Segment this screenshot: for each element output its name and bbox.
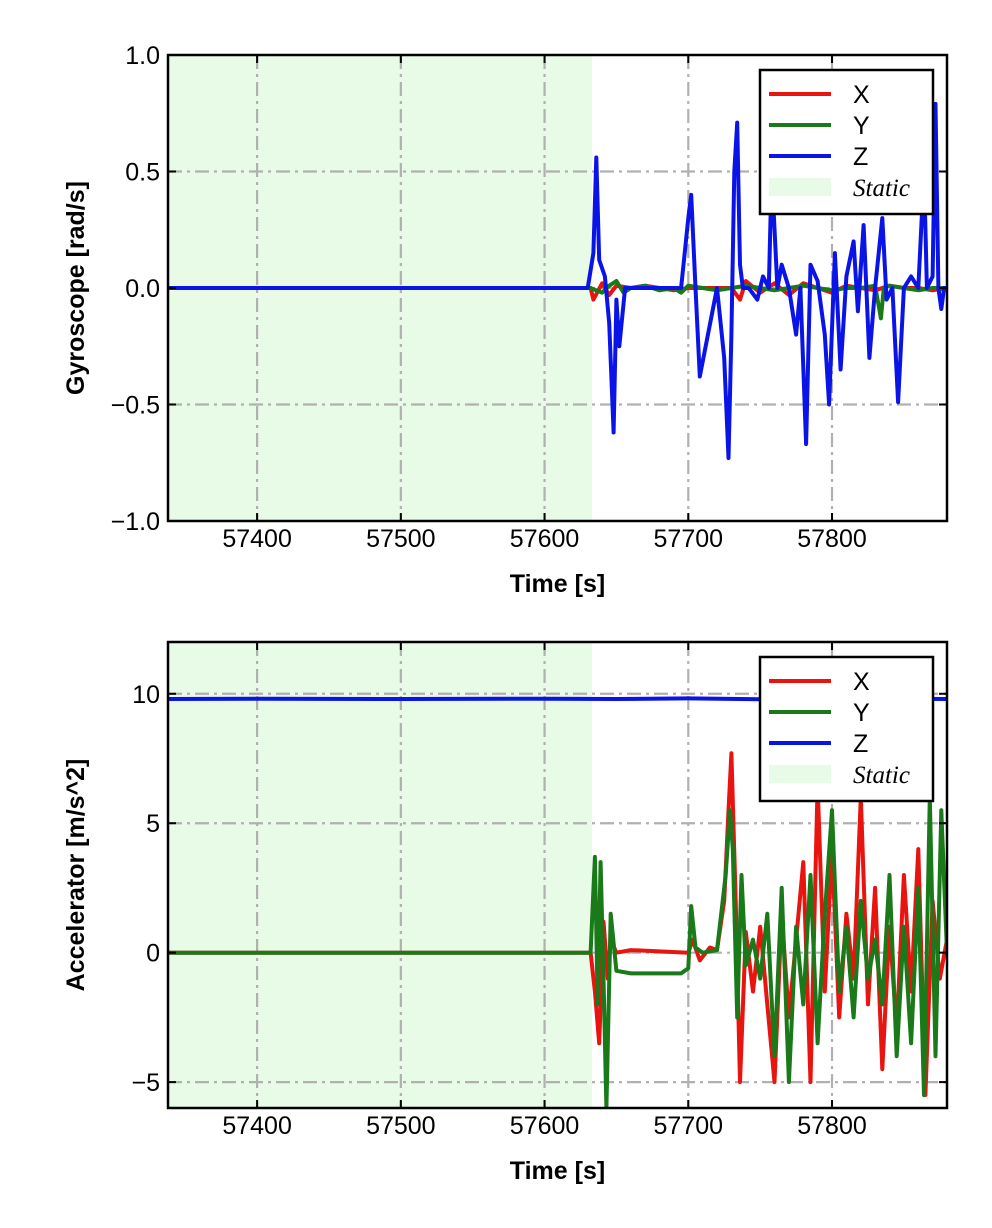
y-tick-label: 5 [146, 810, 160, 838]
legend-static-swatch [769, 178, 831, 196]
ticks [168, 642, 947, 1108]
legend-label: X [853, 668, 870, 696]
x-tick-label: 57700 [654, 1112, 724, 1140]
y-tick-label: 0.5 [125, 159, 160, 187]
x-tick-label: 57600 [510, 1112, 580, 1140]
y-tick-label: −0.5 [111, 392, 160, 420]
x-axis-label: Time [s] [510, 570, 605, 598]
legend: XYZ Static [758, 655, 935, 803]
y-tick-label: 10 [132, 681, 160, 709]
y-axis-label: Accelerator [m/s^2] [62, 759, 90, 992]
series-line-z [168, 101, 947, 461]
gyroscope-panel: 57400 57500 57600 57700 57800 −1.0 −0.5 0.0 0.5 1… [62, 42, 949, 598]
y-tick-label: −5 [131, 1069, 160, 1097]
legend-label: Z [853, 730, 868, 758]
x-tick-label: 57800 [797, 1112, 867, 1140]
legend-label: X [853, 81, 870, 109]
x-tick-label: 57600 [510, 525, 580, 553]
x-tick-label: 57800 [797, 525, 867, 553]
legend-label: Z [853, 143, 868, 171]
y-tick-label: 1.0 [125, 42, 160, 70]
y-axis-label: Gyroscope [rad/s] [62, 181, 90, 395]
y-tick-label: 0.0 [125, 275, 160, 303]
series-lines [168, 101, 947, 461]
legend-label: Y [853, 112, 870, 140]
static-region [168, 642, 592, 1108]
x-tick-label: 57500 [366, 525, 436, 553]
series-line-x [168, 751, 947, 1098]
legend-static-swatch [769, 765, 831, 783]
y-tick-label: 0 [146, 940, 160, 968]
legend-static-label: Static [853, 762, 910, 789]
legend-label: Y [853, 699, 870, 727]
x-tick-label: 57700 [654, 525, 724, 553]
x-tick-label: 57400 [222, 1112, 292, 1140]
accelerator-panel: 57400 57500 57600 57700 57800 −5 0 5 10 Time [s] A… [62, 640, 949, 1185]
series-line-y [168, 795, 947, 1108]
x-tick-label: 57500 [366, 1112, 436, 1140]
x-tick-label: 57400 [222, 525, 292, 553]
plot-frame [166, 640, 949, 1110]
y-tick-label: −1.0 [111, 508, 160, 536]
legend-static-label: Static [853, 175, 910, 202]
x-axis-label: Time [s] [510, 1157, 605, 1185]
ticks [168, 54, 947, 522]
legend: XYZ Static [758, 68, 935, 216]
